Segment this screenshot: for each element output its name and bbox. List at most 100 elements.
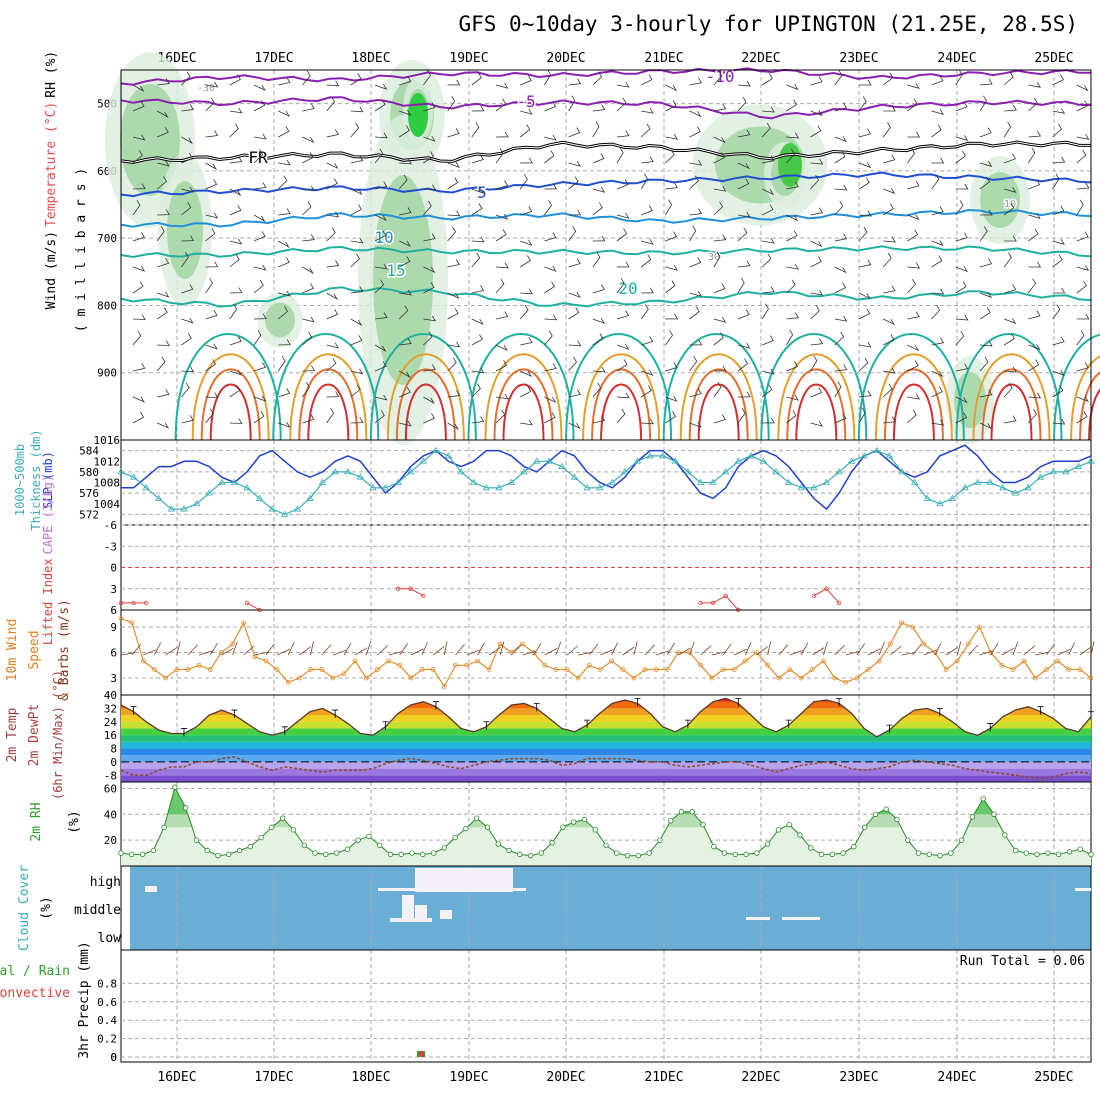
- cloud-block: [1075, 888, 1091, 891]
- rh-point: [452, 834, 458, 841]
- wind-barb: [568, 127, 581, 138]
- millibars-label: ( m i l l i b a r s ): [74, 168, 89, 332]
- thickness-point: [684, 468, 692, 475]
- rh-point: [721, 850, 728, 856]
- wind-barb: [566, 645, 578, 656]
- slp-tick-label: 1004: [94, 498, 121, 511]
- wind-barb: [1003, 121, 1012, 138]
- wind-barb: [157, 110, 169, 119]
- rh-point: [420, 851, 426, 858]
- wind-barb: [374, 279, 385, 294]
- wind-barb: [495, 131, 509, 138]
- wind-speed-point: [441, 684, 447, 689]
- wind-barb: [907, 360, 919, 372]
- wind-barb: [867, 648, 881, 656]
- wind-barb: [350, 253, 360, 268]
- wind-barb: [1028, 179, 1041, 190]
- wind-barb: [432, 646, 445, 656]
- cloud-block: [415, 905, 427, 918]
- rh-shade: [980, 172, 1020, 228]
- wind-barb: [722, 643, 732, 656]
- wind-barb: [1076, 265, 1090, 271]
- wind-barb: [810, 110, 823, 117]
- top-date-label: 25DEC: [1034, 51, 1073, 66]
- wind-speed-point: [263, 658, 269, 664]
- thickness-point: [470, 478, 478, 485]
- wind-barb: [1076, 100, 1089, 112]
- wind-barb: [762, 237, 775, 244]
- thickness-point: [973, 478, 982, 485]
- wind-speed-point: [865, 667, 871, 672]
- thickness-point: [356, 473, 365, 480]
- wind-barb: [1076, 396, 1089, 403]
- wind-barb: [713, 70, 723, 86]
- isotherm-20-fold: [1053, 333, 1100, 441]
- wind-barb: [399, 76, 412, 86]
- rh-point: [527, 852, 534, 859]
- temp2m-label-part: 2m Temp: [5, 707, 20, 762]
- wind-barb: [447, 226, 456, 242]
- wind-barb: [253, 214, 266, 223]
- wind-barb: [332, 650, 347, 656]
- isotherm-20-fold: [467, 333, 575, 441]
- thickness-point: [822, 478, 831, 485]
- rh-point: [1012, 847, 1019, 854]
- wind-barb: [990, 642, 999, 656]
- rh-point: [1055, 851, 1062, 858]
- wind-barb: [229, 238, 243, 245]
- wind-barb: [132, 411, 145, 424]
- wind-barb: [302, 332, 313, 346]
- wind-barb: [979, 340, 993, 347]
- pressure-tick-label: 900: [97, 367, 117, 380]
- wind-barb: [253, 100, 266, 112]
- min-max-marker: [987, 723, 994, 732]
- wind-barb: [374, 214, 387, 222]
- wind-barb: [1052, 239, 1065, 245]
- wind-barb: [883, 367, 896, 374]
- wind-barb: [834, 645, 845, 656]
- rh-point: [1002, 832, 1008, 838]
- wind-speed-point: [140, 658, 146, 664]
- wind-barb: [229, 74, 241, 86]
- wind-barb: [399, 240, 412, 248]
- wind-barb: [979, 176, 991, 190]
- wind-barb: [592, 202, 603, 216]
- wind-barb: [278, 126, 290, 138]
- wind-barb: [882, 383, 893, 398]
- wind-barb: [471, 72, 482, 86]
- wind-barb: [143, 649, 157, 656]
- thickness-point: [344, 468, 352, 475]
- wind-barb: [641, 418, 654, 425]
- wind-barb: [277, 175, 288, 190]
- thickness-point: [230, 478, 239, 485]
- warm-contour: [209, 383, 252, 441]
- wind-barb: [931, 157, 945, 164]
- wind-barb: [858, 292, 871, 300]
- wind10-label-part: 10m Wind: [5, 619, 20, 682]
- wind-barb: [767, 641, 771, 656]
- wind-barb: [423, 315, 437, 322]
- warm-contour: [307, 383, 350, 441]
- wind-barb: [616, 310, 630, 320]
- wind-barb: [447, 341, 461, 348]
- wind-barb: [689, 356, 698, 372]
- wind-barb: [1076, 149, 1087, 164]
- wind-barb: [689, 110, 702, 118]
- wind-barb: [544, 281, 556, 294]
- rh-point: [463, 825, 469, 832]
- wind-barb: [762, 286, 775, 294]
- thickness-point: [218, 478, 226, 485]
- wind-barb: [616, 408, 626, 424]
- wind-barb: [519, 304, 529, 320]
- temp-band: [121, 735, 1091, 742]
- wind-barb: [878, 641, 885, 656]
- wind-speed-point: [174, 667, 180, 672]
- thickness-tick-label: 576: [79, 487, 99, 500]
- rh-point: [678, 809, 685, 815]
- wind-barb: [834, 184, 848, 191]
- wind-barb: [592, 71, 603, 86]
- wind-barb: [302, 201, 312, 216]
- rh-point: [441, 845, 448, 851]
- wind-barb: [278, 77, 291, 86]
- wind-barb: [205, 97, 215, 112]
